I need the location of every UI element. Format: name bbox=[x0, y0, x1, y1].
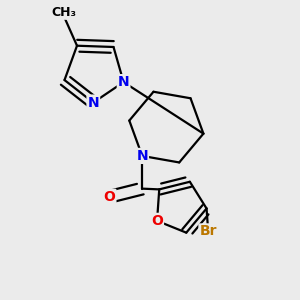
Text: Br: Br bbox=[200, 224, 217, 239]
Text: O: O bbox=[151, 214, 163, 228]
Text: CH₃: CH₃ bbox=[51, 6, 76, 19]
Text: O: O bbox=[103, 190, 116, 204]
Text: N: N bbox=[88, 95, 99, 110]
Text: N: N bbox=[136, 149, 148, 163]
Text: N: N bbox=[118, 75, 129, 89]
